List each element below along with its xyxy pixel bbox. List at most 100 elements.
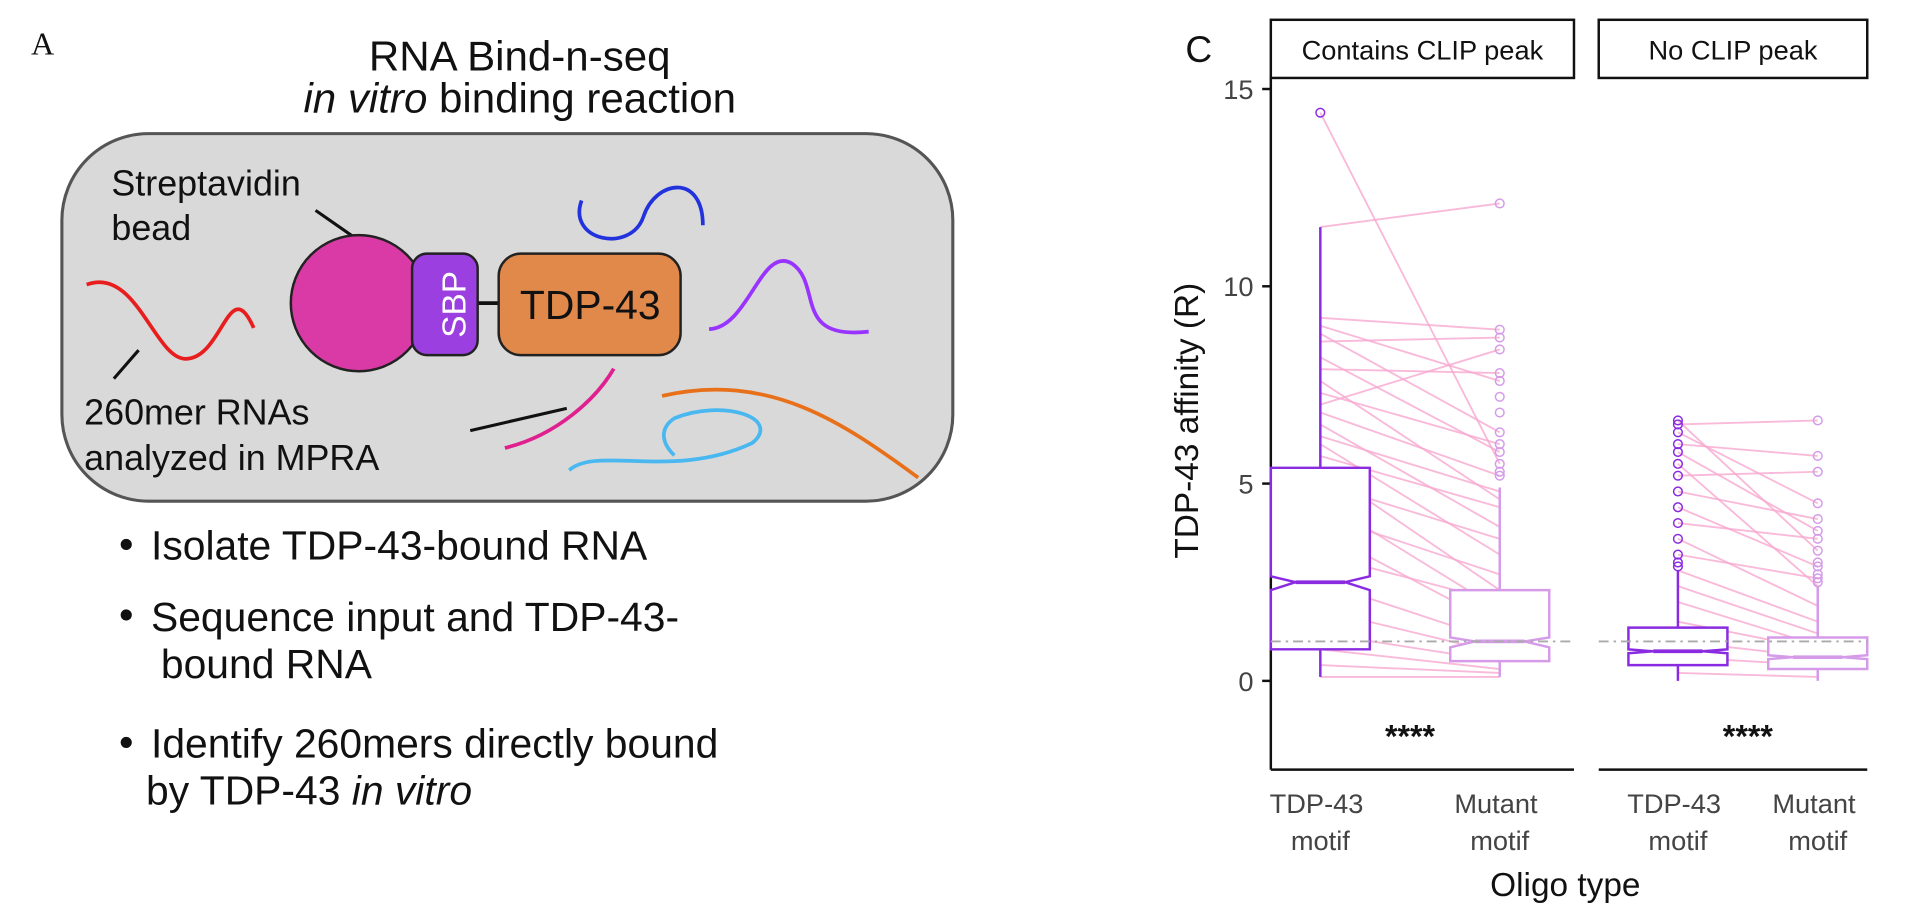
- x-axis-label: Oligo type: [1490, 867, 1640, 904]
- box: [1449, 588, 1551, 663]
- diagram-title-run: RNA Bind-n-seq: [369, 33, 671, 80]
- pair-line: [1320, 368, 1500, 375]
- y-tick-label: 5: [1238, 468, 1253, 499]
- bullet-dot: [120, 736, 132, 749]
- outlier: [1672, 502, 1683, 513]
- sbp-tag: [410, 252, 479, 357]
- outlier: [1812, 498, 1823, 509]
- outlier: [1494, 446, 1505, 458]
- outlier: [1672, 439, 1683, 450]
- pair-line: [1320, 202, 1500, 229]
- bullet-text: bound RNA: [161, 641, 373, 687]
- outlier: [1812, 415, 1823, 426]
- outlier: [1672, 446, 1683, 458]
- y-axis-label: TDP-43 affinity (R): [1169, 283, 1206, 559]
- significance: ****: [1723, 718, 1774, 754]
- pair-line: [1677, 537, 1819, 607]
- outlier: [1672, 517, 1683, 529]
- facet-strip: [1597, 18, 1869, 80]
- pair-line: [1677, 431, 1819, 505]
- outlier: [1672, 427, 1683, 438]
- pair-line: [1677, 463, 1819, 587]
- rna-red: [85, 280, 256, 361]
- outlier: [1494, 332, 1505, 343]
- rna-orange: [661, 387, 920, 480]
- pair-line: [1677, 569, 1819, 623]
- leader-line: [469, 406, 568, 433]
- outlier: [1672, 415, 1683, 426]
- x-tick-label: Mutant motif: [1772, 788, 1863, 856]
- pair-line: [1677, 490, 1818, 521]
- outlier: [1494, 344, 1505, 355]
- outlier: [1812, 514, 1823, 525]
- bullet-text: Sequence input and TDP-43-: [151, 594, 679, 640]
- pair-line: [1677, 470, 1818, 477]
- pair-line: [1320, 664, 1500, 674]
- outlier: [1812, 525, 1823, 537]
- outlier: [1494, 458, 1505, 469]
- rna-purple: [708, 259, 869, 335]
- sbp-label: SBP: [436, 271, 473, 338]
- outlier: [1812, 573, 1823, 584]
- pair-line: [1320, 455, 1500, 509]
- bead-label: Streptavidin: [111, 164, 300, 204]
- x-tick-label-line: TDP-43: [1270, 788, 1371, 819]
- outlier: [1672, 470, 1683, 481]
- bullet-dot: [120, 538, 132, 551]
- y-tick-label: 10: [1223, 271, 1253, 302]
- outlier: [1494, 375, 1505, 387]
- diagram-title: in vitro binding reaction: [303, 75, 736, 122]
- bullet-text-run: bound RNA: [161, 641, 373, 687]
- rna-label: analyzed in MPRA: [84, 438, 379, 478]
- diagram-title: RNA Bind-n-seq: [369, 33, 671, 80]
- pair-line: [1320, 336, 1500, 343]
- bullet-text-run: in vitro: [352, 767, 472, 813]
- outlier: [1494, 427, 1505, 438]
- rna-pink: [504, 367, 616, 450]
- outlier: [1494, 324, 1505, 335]
- pair-line: [1320, 348, 1501, 406]
- bullet-text-run: Isolate TDP-43-bound RNA: [151, 522, 648, 568]
- rna-lightblue: [567, 408, 763, 472]
- outlier: [1672, 561, 1683, 572]
- y-tick-label: 0: [1238, 666, 1253, 697]
- x-tick-label-line: motif: [1470, 825, 1529, 856]
- outlier: [1672, 458, 1683, 469]
- diagram-title-run: in vitro: [303, 75, 427, 122]
- pair-line: [1320, 435, 1501, 493]
- outlier: [1812, 545, 1823, 556]
- facet-label: No CLIP peak: [1649, 34, 1818, 65]
- bullet-text: by TDP-43 in vitro: [146, 767, 472, 813]
- pair-line: [1677, 553, 1818, 580]
- pair-line: [1677, 672, 1818, 678]
- outlier: [1812, 466, 1823, 477]
- leader-line: [112, 349, 140, 380]
- pair-line: [1677, 585, 1819, 635]
- bullet-text-run: by TDP-43: [146, 767, 352, 813]
- outlier: [1812, 569, 1823, 580]
- outlier: [1494, 439, 1505, 450]
- facet-label: Contains CLIP peak: [1302, 34, 1544, 65]
- y-tick-label: 15: [1223, 74, 1253, 105]
- box: [1767, 636, 1869, 671]
- pair-line: [1319, 443, 1501, 556]
- x-tick-label: TDP-43 motif: [1627, 788, 1728, 856]
- pair-line: [1319, 332, 1501, 434]
- outlier: [1812, 577, 1823, 588]
- x-tick-label-line: motif: [1788, 825, 1847, 856]
- outlier: [1494, 407, 1505, 418]
- outlier: [1672, 486, 1683, 497]
- x-tick-label-line: TDP-43: [1627, 788, 1728, 819]
- pair-line: [1677, 451, 1819, 532]
- box: [1269, 466, 1372, 651]
- pair-line: [1319, 423, 1501, 528]
- rna-blue: [577, 185, 705, 241]
- outlier: [1812, 561, 1823, 572]
- x-tick-label-line: motif: [1648, 825, 1707, 856]
- bullet-text: Identify 260mers directly bound: [151, 720, 718, 766]
- outlier: [1812, 557, 1823, 568]
- pair-line: [1320, 391, 1500, 446]
- outlier: [1672, 549, 1683, 560]
- outlier: [1672, 557, 1683, 568]
- outlier: [1494, 368, 1505, 379]
